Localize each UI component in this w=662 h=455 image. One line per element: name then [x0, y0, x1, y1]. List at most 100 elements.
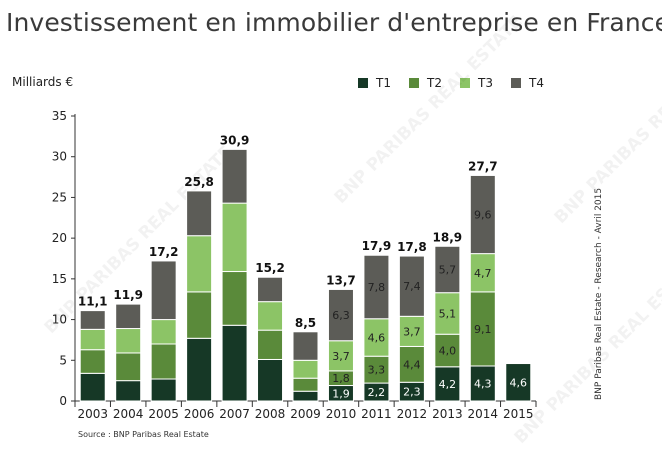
bar-segment-label: 5,1: [439, 307, 457, 320]
y-tick-label: 20: [52, 231, 67, 245]
bar-segment: [221, 271, 248, 326]
bar-segment: [292, 331, 319, 361]
bar-segment: [398, 255, 425, 317]
bar-segment: [221, 148, 248, 204]
source-note: Source : BNP Paribas Real Estate: [78, 430, 209, 439]
legend-swatch-t3: [460, 78, 470, 88]
bar-segment: [79, 328, 106, 351]
legend-label-t3: T3: [478, 76, 493, 90]
bar-segment-label: 9,6: [474, 209, 492, 222]
bar-total-label: 17,8: [397, 240, 427, 254]
y-tick-label: 5: [59, 353, 67, 367]
bar-segment: [292, 359, 319, 379]
bar-segment: [79, 372, 106, 402]
bar-segment-label: 6,3: [332, 309, 350, 322]
x-tick-label: 2014: [468, 407, 499, 421]
bar-segment: [257, 276, 284, 303]
y-tick-label: 25: [52, 190, 67, 204]
x-tick-label: 2012: [397, 407, 428, 421]
bar-segment: [186, 190, 213, 237]
credit-note: BNP Paribas Real Estate - Research - Avr…: [594, 187, 604, 400]
bar-segment: [434, 245, 461, 294]
bar-segment: [186, 291, 213, 339]
legend-item-t4: T4: [511, 76, 562, 90]
bar-total-label: 11,9: [113, 288, 143, 302]
x-tick-label: 2003: [77, 407, 108, 421]
x-tick-label: 2005: [148, 407, 179, 421]
bar-segment: [363, 318, 390, 357]
y-tick-label: 35: [52, 109, 67, 123]
bar-segment: [292, 390, 319, 402]
bar-segment: [115, 380, 142, 402]
bar-segment-label: 3,3: [368, 364, 386, 377]
bar-segment: [257, 329, 284, 360]
bar-segment: [292, 377, 319, 392]
x-tick-label: 2013: [432, 407, 463, 421]
bar-segment-label: 1,9: [332, 387, 350, 400]
bar-segment: [186, 235, 213, 293]
bar-segment: [398, 315, 425, 347]
bar-segment: [434, 292, 461, 335]
bar-segment: [221, 202, 248, 273]
legend-label-t2: T2: [427, 76, 442, 90]
bar-segment-label: 4,0: [439, 345, 457, 358]
bar-segment: [79, 310, 106, 330]
x-tick-label: 2008: [255, 407, 286, 421]
bar-segment: [257, 358, 284, 402]
bar-segment: [150, 319, 177, 345]
bar-total-label: 15,2: [255, 261, 285, 275]
bar-segment-label: 5,7: [439, 263, 457, 276]
chart-title: Investissement en immobilier d'entrepris…: [6, 8, 662, 37]
bar-segment: [79, 349, 106, 374]
bar-total-label: 25,8: [184, 175, 214, 189]
bar-total-label: 11,1: [78, 295, 108, 309]
bar-segment: [150, 343, 177, 380]
x-tick-label: 2015: [503, 407, 534, 421]
bar-segment: [505, 363, 532, 402]
bar-segment-label: 9,1: [474, 323, 492, 336]
bar-segment-label: 4,3: [474, 377, 492, 390]
legend-swatch-t2: [409, 78, 419, 88]
y-tick-label: 10: [52, 313, 67, 327]
legend-swatch-t1: [358, 78, 368, 88]
legend-label-t1: T1: [376, 76, 391, 90]
y-tick-label: 0: [59, 394, 67, 408]
bar-segment-label: 4,6: [368, 331, 386, 344]
x-tick-label: 2006: [184, 407, 215, 421]
bar-total-label: 17,2: [149, 245, 179, 259]
legend-item-t1: T1: [358, 76, 409, 90]
x-tick-label: 2009: [290, 407, 321, 421]
x-tick-label: 2007: [219, 407, 250, 421]
bar-total-label: 30,9: [220, 133, 250, 147]
bar-segment-label: 3,7: [332, 350, 350, 363]
bar-total-label: 17,9: [362, 239, 392, 253]
x-tick-label: 2010: [326, 407, 357, 421]
legend-swatch-t4: [511, 78, 521, 88]
x-tick-label: 2011: [361, 407, 392, 421]
bar-segment-label: 2,3: [403, 386, 421, 399]
bar-segment: [363, 254, 390, 320]
legend-item-t3: T3: [460, 76, 511, 90]
bar-segment: [327, 288, 354, 342]
legend: T1 T2 T3 T4: [358, 76, 562, 90]
bar-total-label: 27,7: [468, 159, 498, 173]
bar-segment: [469, 174, 496, 255]
bar-segment-label: 4,4: [403, 358, 421, 371]
y-tick-label: 15: [52, 272, 67, 286]
bar-segment: [150, 378, 177, 402]
bar-segment-label: 7,8: [368, 281, 386, 294]
x-tick-label: 2004: [113, 407, 144, 421]
legend-label-t4: T4: [529, 76, 544, 90]
bar-total-label: 8,5: [295, 316, 316, 330]
bar-segment: [186, 337, 213, 402]
bar-segment-label: 1,8: [332, 372, 350, 385]
bar-segment: [115, 328, 142, 354]
bar-total-label: 13,7: [326, 273, 356, 287]
bar-segment: [115, 352, 142, 382]
bar-segment: [115, 303, 142, 330]
bar-segment-label: 4,7: [474, 267, 492, 280]
bar-segment: [434, 333, 461, 368]
bar-segment: [221, 324, 248, 402]
bar-segment-label: 7,4: [403, 280, 421, 293]
